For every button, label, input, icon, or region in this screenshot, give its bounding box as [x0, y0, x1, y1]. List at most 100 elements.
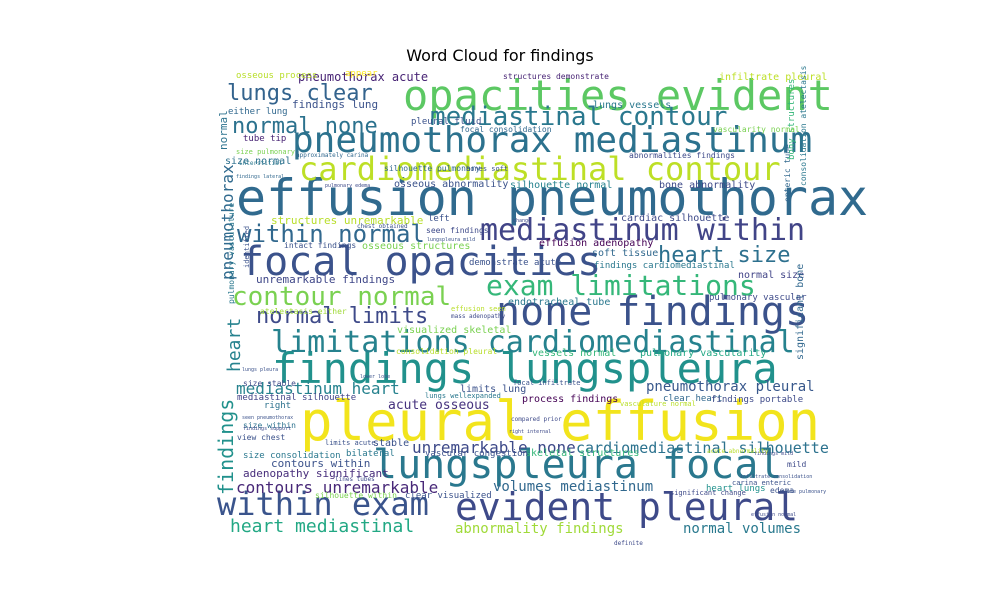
- word-pneumothorax-mediastinum: pneumothorax mediastinum: [292, 120, 812, 161]
- word-view-chest: view chest: [237, 433, 285, 442]
- word-acute-abnormality: acute abnormality: [707, 448, 769, 455]
- word-compared-prior: compared prior: [511, 416, 562, 423]
- word-volumes-mediastinum: volumes mediastinum: [493, 479, 653, 495]
- word-bones-soft: bones soft: [466, 165, 508, 173]
- word-vasculature-normal: vasculature normal: [620, 400, 696, 408]
- word-lungspleura-mild: lungspleura mild: [427, 237, 475, 243]
- word-evident-pleural: evident pleural: [455, 485, 798, 529]
- word-pneumothorax-pleural: pneumothorax pleural: [646, 379, 815, 395]
- word-right-internal: right internal: [509, 429, 551, 435]
- word-lines-tubes: lines tubes: [335, 476, 375, 483]
- word-normal-limits: normal limits: [256, 304, 428, 329]
- word-effusion-normal: effusion normal: [751, 512, 796, 518]
- word-vessels-normal: vessels normal: [532, 348, 616, 359]
- word-limitations-cardiomediastinal: limitations cardiomediastinal: [271, 325, 795, 360]
- word-normal-volumes: normal volumes: [683, 521, 801, 537]
- word-atelectasis-either: atelectasis either: [260, 307, 347, 316]
- word-mild: mild: [787, 460, 806, 469]
- word-within-normal: within normal: [237, 220, 425, 248]
- word-pulmonary-vascular: pulmonary vascular: [709, 293, 807, 303]
- word-vascular-congestion: vascular congestion: [425, 449, 528, 459]
- word-normal-none: normal none: [232, 114, 378, 139]
- word-mass-adenopathy: mass adenopathy: [451, 313, 506, 320]
- word-seen-findings: seen findings: [426, 226, 489, 235]
- word-identified: identified: [243, 226, 251, 268]
- word-appear: appear: [345, 69, 378, 79]
- word-lungs-wellexpanded: lungs wellexpanded: [425, 392, 501, 400]
- word-contours-within: contours within: [271, 457, 370, 470]
- word-pulmonary-vasculature: pulmonary vasculature: [227, 203, 236, 304]
- word-limits-acute: limits acute: [325, 439, 376, 447]
- word-adenopathy-significant: adenopathy significant: [243, 467, 389, 480]
- word-mediastinum-within: mediastinum within: [480, 213, 805, 248]
- word-pneumothorax-acute: pneumothorax acute: [298, 70, 428, 84]
- word-focal-infiltrate: focal infiltrate: [513, 379, 580, 387]
- word-infiltrate-pleural: infiltrate pleural: [719, 72, 827, 83]
- word-unremarkable-findings: unremarkable findings: [256, 273, 395, 286]
- word-skeletal-structures: skeletal structures: [525, 448, 639, 459]
- word-silhouette-pulmonary: silhouette pulmonary: [384, 164, 481, 173]
- word-contour-normal: contour normal: [232, 282, 451, 312]
- word-focal-consolidation: focal consolidation: [460, 125, 552, 134]
- word-cardiac-silhouette: cardiac silhouette: [621, 213, 729, 224]
- word-none-findings: none findings: [496, 289, 809, 335]
- word-contours-unremarkable: contours unremarkable: [236, 478, 438, 497]
- word-lungs-pleura: lungs pleura: [242, 367, 278, 373]
- word-within-exam: within exam: [217, 485, 429, 523]
- word-visualized-skeletal: visualized skeletal: [397, 325, 511, 336]
- word-demonstrate-acute: demonstrate acute: [469, 258, 561, 268]
- word-size-consolidation: size consolidation: [243, 451, 341, 461]
- word-intact-findings: intact findings: [284, 241, 356, 250]
- word-infiltrate-consolidation: infiltrate consolidation: [740, 474, 812, 480]
- word-vascularity-normal: vascularity normal: [713, 125, 800, 134]
- word-normal: normal: [217, 110, 230, 150]
- word-mediastinal-contour: mediastinal contour: [430, 102, 727, 132]
- word-edema: edema: [770, 486, 794, 495]
- word-findings-portable: findings portable: [711, 395, 803, 405]
- word-endotracheal-tube: endotracheal tube: [508, 297, 610, 308]
- word-findings-mild: findings mild: [754, 451, 793, 457]
- word-opacities-evident: opacities evident: [403, 71, 833, 120]
- word-pneumothorax: pneumothorax: [218, 164, 237, 280]
- word-silhouette-normal: silhouette normal: [510, 180, 612, 191]
- word-either-lung: either lung: [228, 107, 288, 117]
- word-osseous-structures: osseous structures: [362, 241, 470, 252]
- word-structures-demonstrate: structures demonstrate: [503, 72, 609, 81]
- word-findings-cardiomediastinal: findings cardiomediastinal: [594, 261, 735, 271]
- word-lungs-vessels: lungs vessels: [593, 100, 671, 111]
- word-acute-osseous: acute osseous: [388, 398, 490, 413]
- word-focal-opacities: focal opacities: [240, 239, 601, 285]
- word-stable: stable: [373, 438, 409, 449]
- word-significant-change: significant change: [670, 489, 746, 497]
- word-lower-lobe: lower lobe: [360, 374, 390, 380]
- word-interstitial: interstitial: [239, 160, 283, 167]
- word-chest-obtained: chest obtained: [357, 223, 408, 230]
- word-carina-enteric: carina enteric: [732, 479, 791, 487]
- word-pulmonary-edema: pulmonary edema: [325, 183, 370, 189]
- word-size-within: size within: [243, 421, 296, 430]
- chart-title: Word Cloud for findings: [406, 46, 594, 65]
- word-enteric-tube: enteric tube: [783, 144, 792, 202]
- word-pleural-fluid: pleural fluid: [411, 117, 481, 127]
- word-effusion-adenopathy: effusion adenopathy: [539, 238, 653, 249]
- word-lungs-clear: lungs clear: [227, 81, 373, 106]
- word-unremarkable-none: unremarkable none: [412, 438, 576, 457]
- word-process-findings: process findings: [522, 394, 618, 405]
- word-soft-tissue: soft tissue: [592, 248, 658, 259]
- word-heart: heart: [224, 318, 245, 372]
- word-pulmonary-vascularity: pulmonary vascularity: [640, 348, 766, 359]
- word-tube-tip: tube tip: [243, 134, 286, 144]
- word-exam-limitations: exam limitations: [486, 269, 756, 302]
- word-consolidation-pleural: consolidation pleural: [396, 347, 497, 356]
- word-findings: findings: [214, 399, 238, 495]
- word-abnormality-findings: abnormality findings: [455, 521, 624, 537]
- word-osseous-abnormality: osseous abnormality: [394, 179, 508, 190]
- word-consolidation-atelectasis: consolidation atelectasis: [799, 65, 808, 186]
- word-change: change: [513, 218, 531, 224]
- word-heart-mediastinal: heart mediastinal: [230, 516, 414, 537]
- word-clear-heart: clear heart: [663, 394, 723, 404]
- word-pleural-effusion: pleural effusion: [300, 390, 820, 453]
- word-findings-lung: findings lung: [292, 98, 378, 111]
- word-definite: definite: [614, 540, 643, 547]
